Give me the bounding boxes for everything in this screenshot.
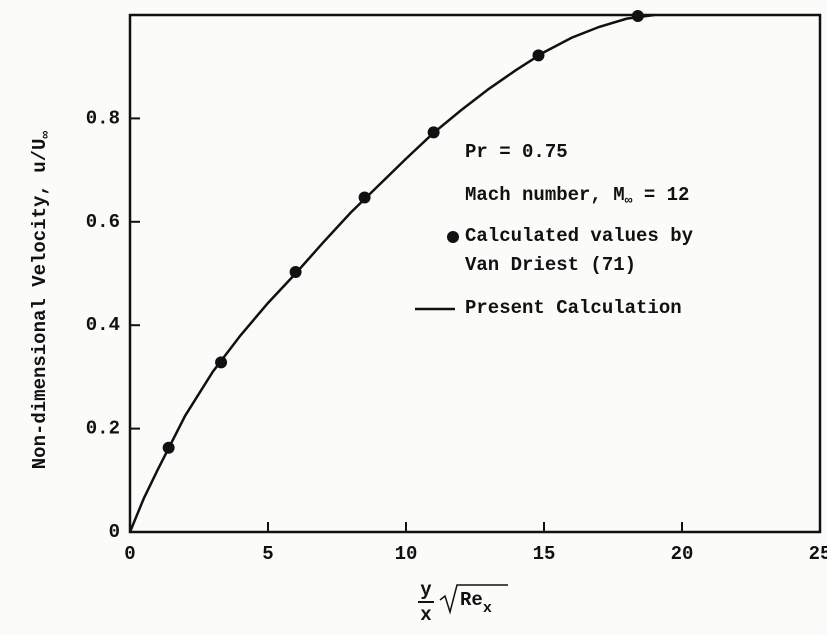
y-tick-label: 0.6 [86, 211, 120, 233]
legend-label: Present Calculation [465, 297, 682, 319]
series-line [128, 13, 655, 533]
svg-text:x: x [420, 604, 431, 626]
y-tick-label: 0 [109, 521, 120, 543]
svg-text:Rex: Rex [460, 589, 492, 617]
y-axis-label: Non-dimensional Velocity, u/U∞ [29, 131, 53, 470]
legend-label: Calculated values by Van Driest (71) [465, 225, 694, 276]
svg-text:y: y [420, 579, 432, 601]
annotation: Pr = 0.75 [465, 141, 568, 163]
y-tick-label: 0.4 [86, 314, 120, 336]
x-tick-label: 5 [262, 543, 273, 565]
x-tick-label: 15 [533, 543, 556, 565]
x-tick-label: 25 [809, 543, 827, 565]
x-tick-label: 20 [671, 543, 694, 565]
annotation: Mach number, M∞ = 12 [465, 184, 689, 208]
x-tick-label: 10 [395, 543, 418, 565]
x-tick-label: 0 [124, 543, 135, 565]
plot-frame [128, 13, 822, 534]
legend-marker [447, 231, 459, 243]
y-tick-label: 0.8 [86, 107, 120, 129]
x-axis-label: y x Rex [418, 579, 508, 626]
y-tick-label: 0.2 [86, 418, 120, 440]
